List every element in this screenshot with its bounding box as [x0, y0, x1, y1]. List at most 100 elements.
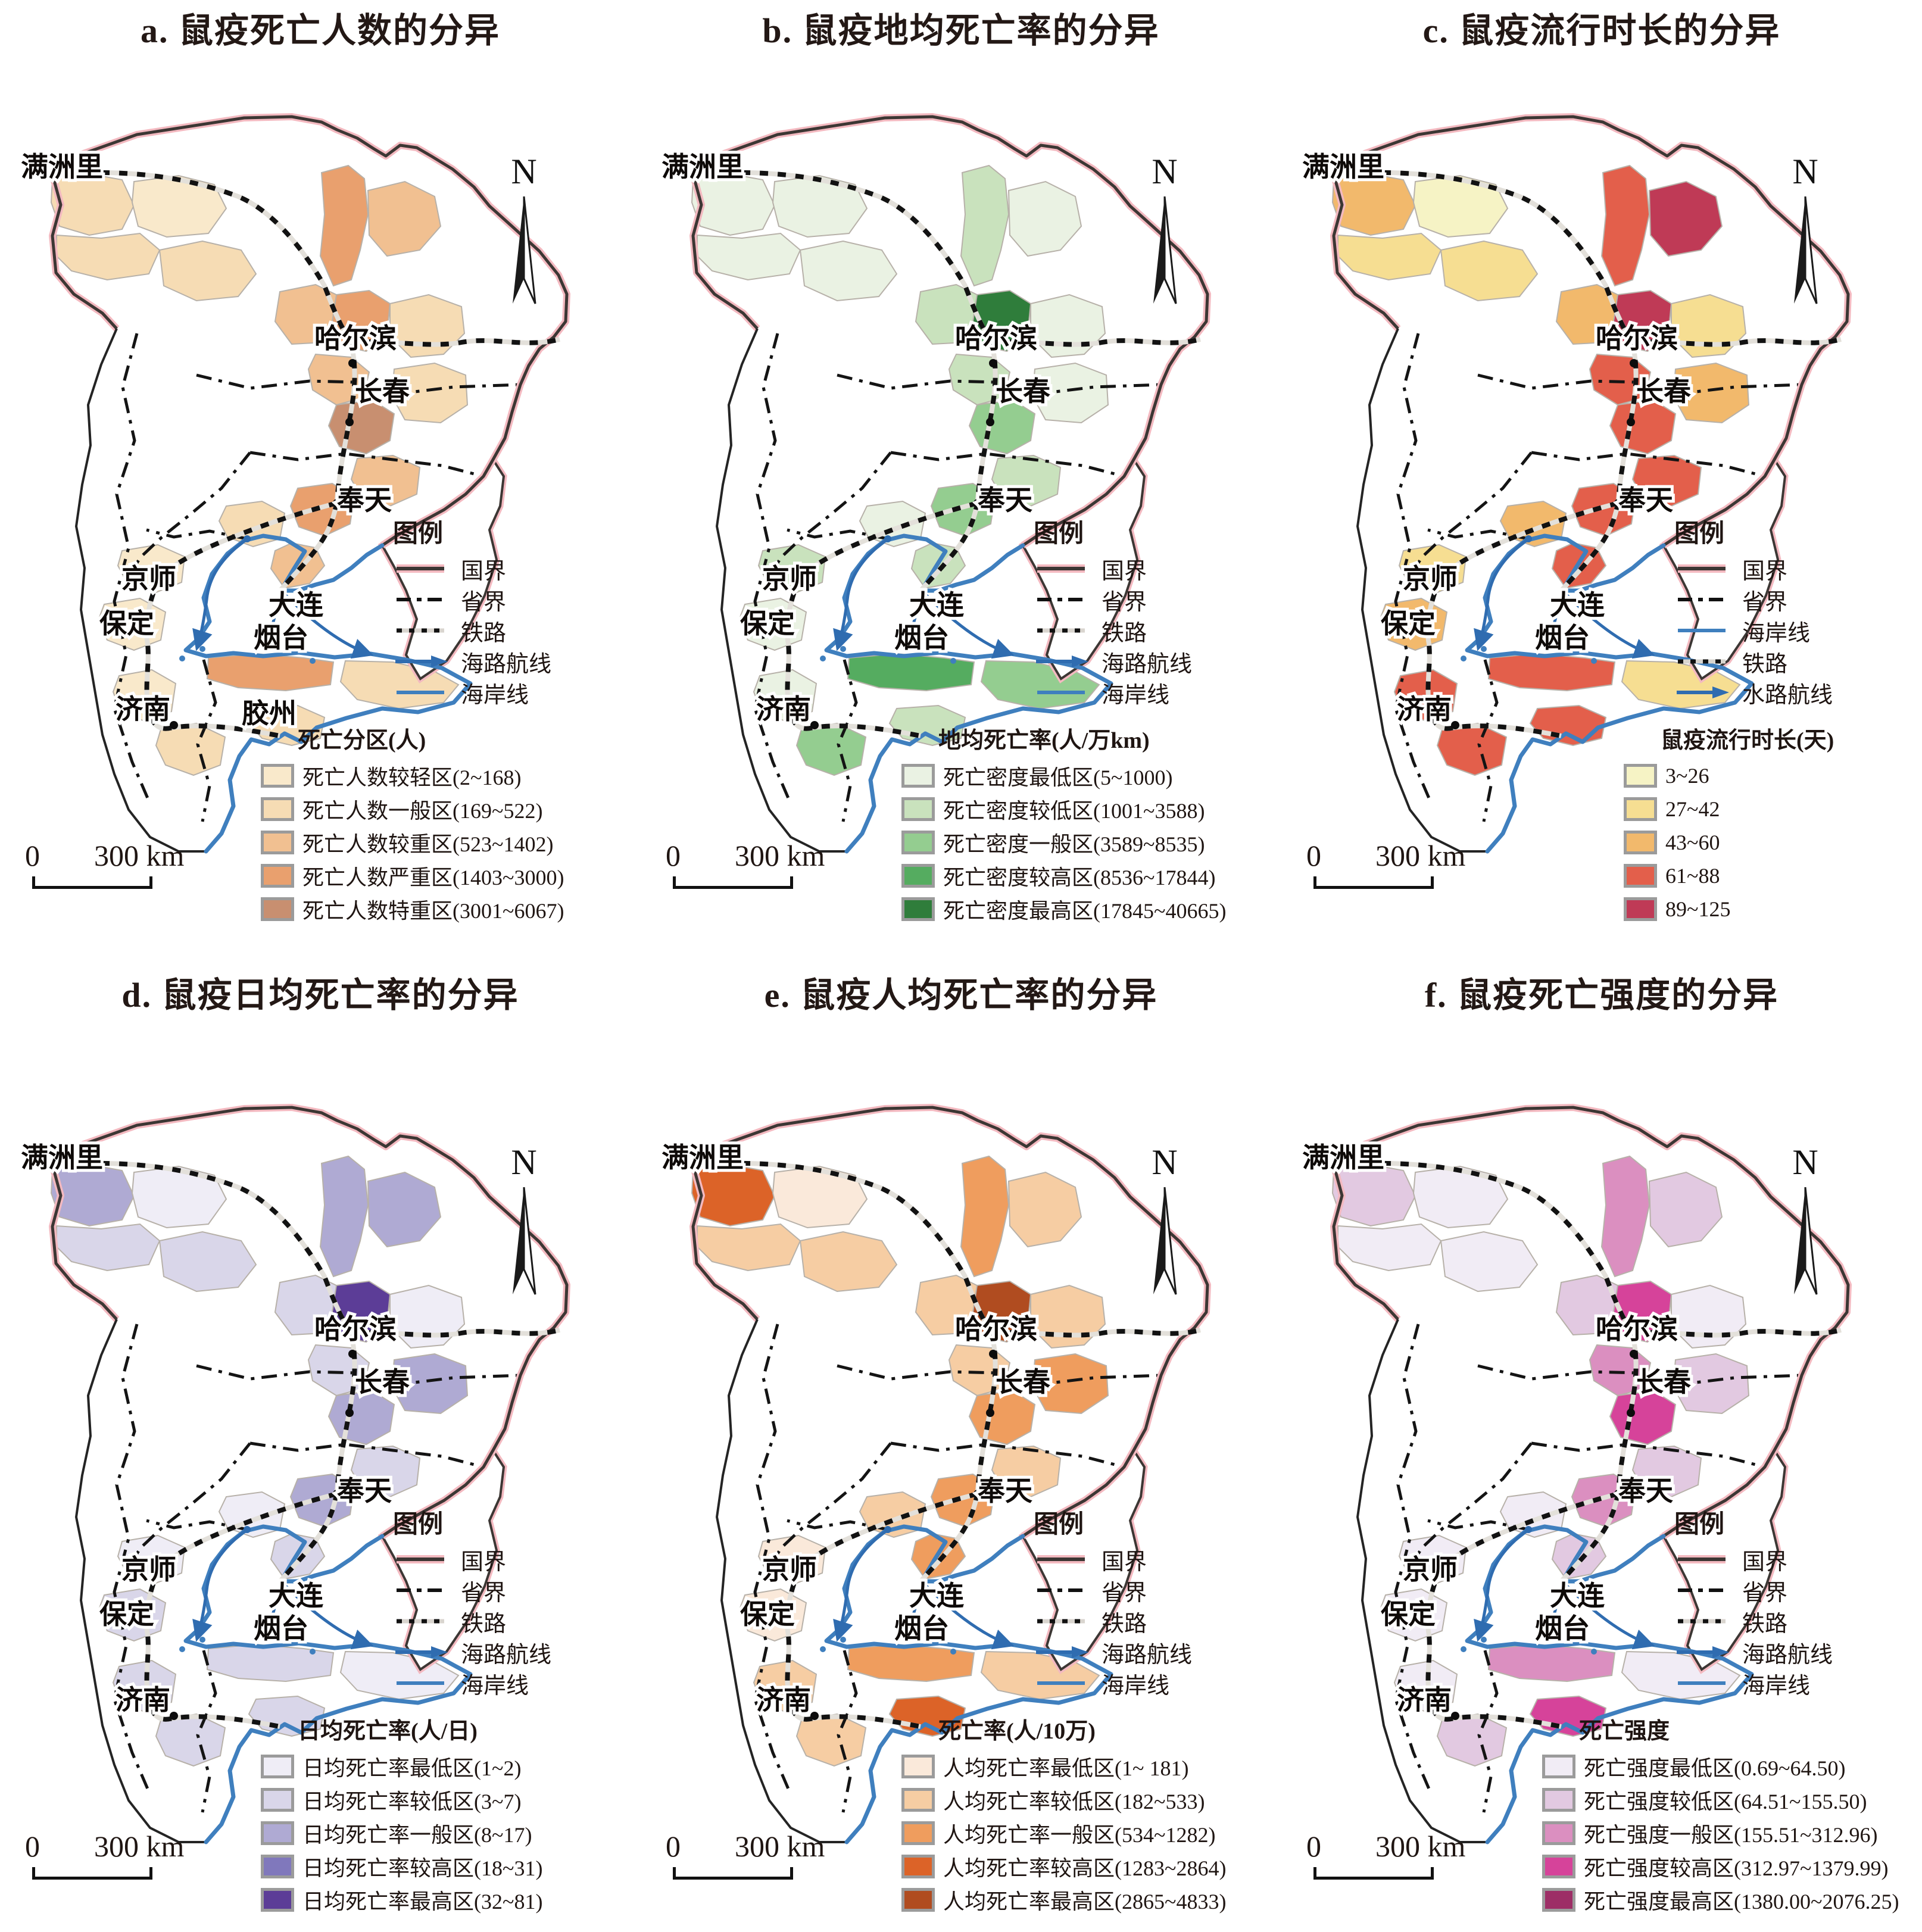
county-region	[367, 1171, 442, 1248]
color-legend-item: 死亡密度较高区(8536~17844)	[901, 859, 1271, 892]
color-legend-item: 死亡强度最低区(0.69~64.50)	[1542, 1750, 1911, 1783]
color-legend-items: 人均死亡率最低区(1~ 181) 人均死亡率较低区(182~533) 人均死亡率一般…	[901, 1750, 1271, 1917]
color-swatch	[261, 764, 294, 788]
city-label: 长春	[1636, 1367, 1691, 1397]
island-dot	[199, 1637, 205, 1643]
panel-title: d. 鼠疫日均死亡率的分异	[121, 976, 519, 1015]
north-arrow-icon	[1163, 196, 1177, 304]
city-dot	[345, 1409, 354, 1417]
color-legend-item: 死亡强度较低区(64.51~155.50)	[1542, 1783, 1911, 1816]
county-region	[691, 173, 776, 236]
county-region	[1600, 164, 1650, 287]
scale-bar: 0 300 km	[18, 838, 232, 904]
scale-bar-line	[32, 1867, 152, 1880]
line-legend-label: 铁路	[461, 1611, 507, 1637]
color-swatch	[901, 1755, 935, 1778]
county-region	[697, 232, 801, 281]
color-legend-title: 死亡强度	[1579, 1719, 1670, 1744]
railway	[723, 1160, 994, 1335]
north-arrow-label: N	[1792, 152, 1818, 191]
color-legend: 死亡分区(人) 死亡人数较轻区(2~168) 死亡人数一般区(169~522) 死亡…	[261, 722, 630, 926]
regional-boundary	[75, 328, 206, 853]
county-region	[1440, 240, 1539, 302]
city-label: 济南	[1397, 694, 1452, 725]
north-arrow-icon	[513, 1187, 524, 1294]
city-dot	[974, 499, 982, 507]
color-legend-item: 日均死亡率最高区(32~81)	[261, 1883, 630, 1917]
color-legend-label: 死亡密度较低区(1001~3588)	[943, 799, 1205, 823]
line-legend-title: 图例	[1034, 1511, 1084, 1538]
color-legend: 日均死亡率(人/日) 日均死亡率最低区(1~2) 日均死亡率较低区(3~7) 日均死…	[261, 1712, 630, 1917]
national-line-icon	[1678, 1555, 1726, 1563]
regional-boundary	[75, 1319, 206, 1843]
line-legend-items: 国界 省界 铁路 海路航线 海岸线	[393, 1544, 631, 1699]
county-region	[350, 1445, 421, 1498]
city-dot	[986, 418, 994, 426]
city-dot	[170, 1712, 178, 1720]
line-legend-item: 铁路	[1034, 1606, 1272, 1637]
scale-bar: 0 300 km	[1299, 1829, 1514, 1894]
scale-bar: 0 300 km	[659, 838, 873, 904]
line-legend-label: 铁路	[1742, 651, 1788, 677]
line-legend-label: 国界	[461, 1549, 507, 1575]
province-line-icon	[1678, 1588, 1726, 1592]
line-legend-label: 省界	[1102, 589, 1147, 615]
scale-bar-end: 300 km	[735, 1830, 825, 1863]
railway	[1364, 1160, 1635, 1335]
city-dot	[333, 499, 341, 507]
city-label: 烟台	[254, 623, 308, 653]
island-dot	[1481, 1637, 1487, 1643]
north-arrow-icon	[1794, 1187, 1805, 1294]
scale-bar-start: 0	[666, 839, 681, 872]
county-region	[391, 362, 469, 424]
sea-route	[1564, 1583, 1655, 1650]
searoute-line-icon	[395, 656, 448, 667]
line-legend-label: 海路航线	[1742, 1642, 1833, 1668]
color-swatch	[901, 1788, 935, 1812]
color-legend: 鼠疫流行时长(天) 3~26 27~42 43~60 61~88 89~125	[1624, 722, 1922, 926]
city-dot	[170, 721, 178, 729]
city-dot	[1630, 359, 1638, 367]
color-legend-label: 死亡人数严重区(1403~3000)	[302, 866, 564, 889]
color-swatch	[261, 831, 294, 854]
color-legend-item: 人均死亡率最低区(1~ 181)	[901, 1750, 1271, 1783]
sea-route	[900, 1583, 923, 1643]
line-legend-item: 省界	[1034, 1575, 1272, 1606]
city-label: 长春	[996, 1367, 1050, 1397]
county-region	[112, 1659, 177, 1713]
color-legend-item: 死亡密度一般区(3589~8535)	[901, 826, 1271, 859]
county-region	[158, 1231, 257, 1293]
coast-line-icon	[1678, 1681, 1726, 1685]
city-label: 哈尔滨	[1596, 1314, 1678, 1344]
north-arrow-icon	[1163, 1187, 1177, 1295]
county-region	[757, 1534, 826, 1584]
county-region	[991, 454, 1062, 507]
railway	[83, 170, 354, 344]
line-legend-item: 省界	[393, 584, 631, 615]
national-boundary	[51, 115, 569, 547]
city-label: 保定	[99, 608, 154, 639]
line-legend-item: 海岸线	[393, 677, 631, 708]
map-panel-b: b. 鼠疫地均死亡率的分异 N 满洲里 哈尔滨 长春 奉天 京师 保定 济南 大连 烟台 图例 国…	[641, 0, 1281, 929]
railway-base	[798, 501, 978, 579]
island-dot	[1461, 1646, 1467, 1652]
county-region	[1031, 362, 1109, 424]
line-legend-label: 海路航线	[1102, 1642, 1193, 1668]
city-label: 京师	[121, 564, 176, 594]
island-dot	[840, 646, 846, 652]
color-legend-item: 死亡人数严重区(1403~3000)	[261, 859, 630, 892]
sea-route	[282, 592, 374, 659]
city-label: 大连	[909, 1581, 964, 1611]
province-boundary	[133, 451, 251, 568]
county-region	[1393, 1659, 1458, 1713]
sea-route-origin	[1525, 535, 1532, 542]
railway-base	[785, 1566, 921, 1729]
north-arrow-label: N	[1152, 1143, 1177, 1182]
color-legend-label: 死亡人数较轻区(2~168)	[302, 766, 522, 789]
city-label: 满洲里	[21, 1143, 103, 1173]
sea-route	[900, 592, 923, 653]
color-legend-label: 日均死亡率一般区(8~17)	[302, 1823, 532, 1847]
line-legend-item: 海路航线	[393, 1637, 631, 1668]
scale-bar-end: 300 km	[94, 1830, 185, 1863]
color-legend-label: 61~88	[1665, 864, 1720, 888]
